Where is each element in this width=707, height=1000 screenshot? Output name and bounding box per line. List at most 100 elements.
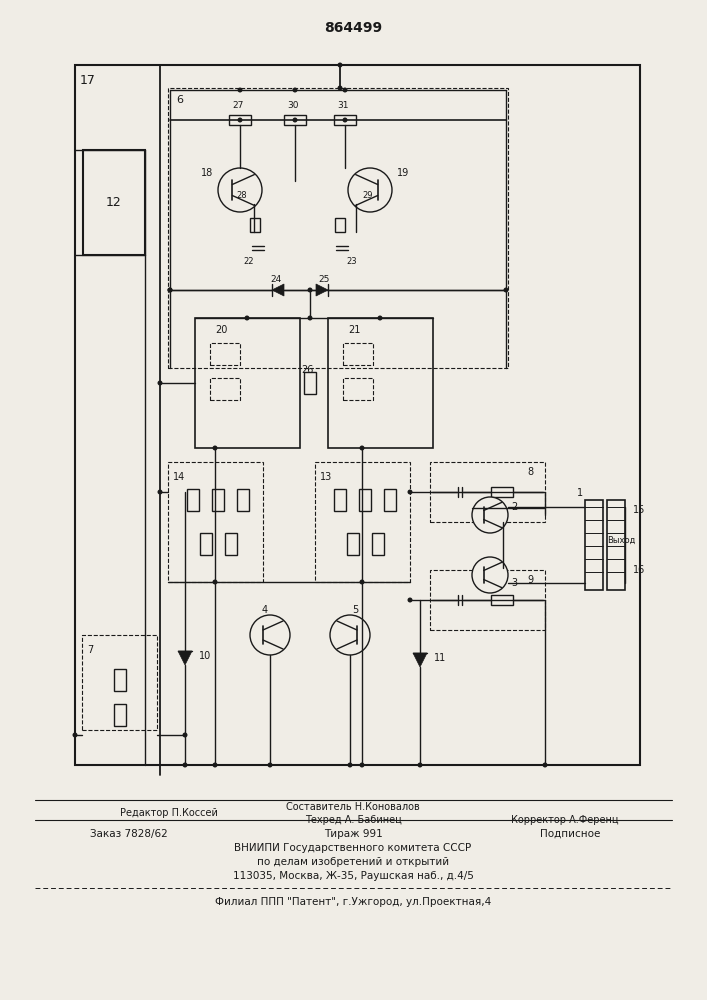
Bar [334, 489, 346, 511]
Bar [335, 218, 345, 232]
Bar [210, 343, 240, 365]
Text: 11: 11 [434, 653, 446, 663]
Circle shape [182, 732, 187, 738]
Circle shape [218, 168, 262, 212]
Circle shape [308, 288, 312, 292]
Text: 25: 25 [318, 275, 329, 284]
Bar [607, 500, 625, 590]
Text: Заказ 7828/62: Заказ 7828/62 [90, 829, 168, 839]
Text: 28: 28 [237, 190, 247, 200]
Circle shape [158, 489, 163, 494]
Bar [384, 489, 396, 511]
Bar [585, 500, 603, 590]
Text: Техред А. Бабинец: Техред А. Бабинец [305, 815, 402, 825]
Circle shape [342, 117, 348, 122]
Bar [284, 115, 306, 125]
Circle shape [542, 762, 547, 768]
Text: по делам изобретений и открытий: по делам изобретений и открытий [257, 857, 449, 867]
Circle shape [348, 168, 392, 212]
Text: Тираж 991: Тираж 991 [324, 829, 382, 839]
Text: 3: 3 [511, 578, 517, 588]
Text: 23: 23 [346, 256, 356, 265]
Bar [168, 462, 263, 582]
Text: 9: 9 [527, 575, 533, 585]
Circle shape [158, 380, 163, 385]
Bar [491, 595, 513, 605]
Text: 26: 26 [300, 365, 313, 375]
Circle shape [213, 762, 218, 768]
Text: 12: 12 [106, 196, 122, 209]
Bar [347, 533, 359, 555]
Circle shape [472, 557, 508, 593]
Text: 7: 7 [87, 645, 93, 655]
Polygon shape [413, 653, 427, 667]
Text: 864499: 864499 [324, 21, 382, 35]
Text: 10: 10 [199, 651, 211, 661]
Text: Выход: Выход [607, 536, 636, 544]
Circle shape [213, 580, 218, 584]
Bar [343, 343, 373, 365]
Text: 22: 22 [243, 256, 254, 265]
Circle shape [348, 762, 353, 768]
Text: Составитель Н.Коновалов: Составитель Н.Коновалов [286, 802, 420, 812]
Text: 5: 5 [352, 605, 358, 615]
Bar [75, 65, 640, 765]
Circle shape [293, 117, 298, 122]
Bar [315, 462, 410, 582]
Text: 14: 14 [173, 472, 185, 482]
Text: 31: 31 [337, 102, 349, 110]
Circle shape [168, 288, 173, 292]
Circle shape [293, 88, 298, 93]
Bar [200, 533, 212, 555]
Text: 29: 29 [363, 190, 373, 200]
Text: 24: 24 [270, 275, 281, 284]
Circle shape [337, 86, 342, 91]
Bar [168, 88, 508, 368]
Text: ВНИИПИ Государственного комитета СССР: ВНИИПИ Государственного комитета СССР [235, 843, 472, 853]
Circle shape [73, 732, 78, 738]
Text: 15: 15 [633, 505, 645, 515]
Bar [372, 533, 384, 555]
Bar [82, 635, 157, 730]
Circle shape [337, 62, 342, 68]
Circle shape [330, 615, 370, 655]
Text: 113035, Москва, Ж-35, Раушская наб., д.4/5: 113035, Москва, Ж-35, Раушская наб., д.4… [233, 871, 474, 881]
Text: 6: 6 [176, 95, 183, 105]
Text: Корректор А.Ференц: Корректор А.Ференц [511, 815, 619, 825]
Circle shape [378, 316, 382, 320]
Circle shape [359, 580, 365, 584]
Bar [114, 669, 126, 691]
Text: Редактор П.Коссей: Редактор П.Коссей [120, 808, 218, 818]
Bar [491, 487, 513, 497]
Bar [237, 489, 249, 511]
Text: 13: 13 [320, 472, 332, 482]
Circle shape [359, 446, 365, 450]
Polygon shape [272, 284, 284, 296]
Text: 21: 21 [348, 325, 361, 335]
Text: 16: 16 [633, 565, 645, 575]
Circle shape [503, 288, 508, 292]
Text: 17: 17 [80, 74, 96, 87]
Circle shape [238, 88, 243, 93]
Text: 20: 20 [215, 325, 228, 335]
Bar [83, 150, 145, 255]
Circle shape [213, 446, 218, 450]
Polygon shape [316, 284, 328, 296]
Bar [210, 378, 240, 400]
Text: 18: 18 [201, 168, 213, 178]
Bar [250, 218, 260, 232]
Text: 30: 30 [287, 102, 299, 110]
Bar [195, 318, 300, 448]
Text: 2: 2 [511, 502, 518, 512]
Bar [334, 115, 356, 125]
Polygon shape [178, 651, 192, 665]
Circle shape [308, 316, 312, 320]
Bar [328, 318, 433, 448]
Bar [430, 462, 545, 522]
Bar [225, 533, 237, 555]
Circle shape [418, 762, 423, 768]
Bar [212, 489, 224, 511]
Circle shape [359, 762, 365, 768]
Text: 4: 4 [262, 605, 268, 615]
Text: 1: 1 [577, 488, 583, 498]
